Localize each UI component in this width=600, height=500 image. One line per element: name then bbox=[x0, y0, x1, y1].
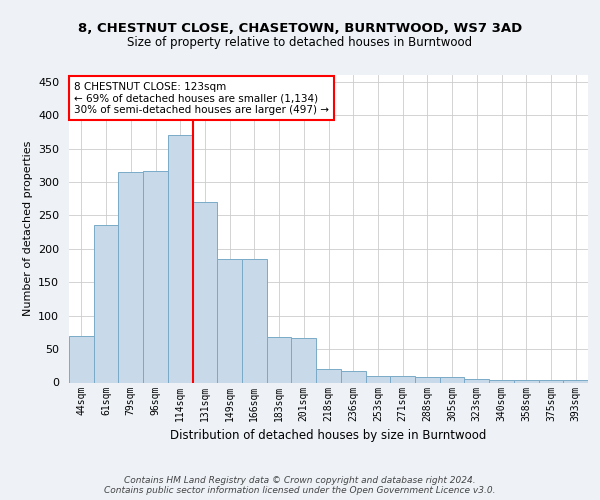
Bar bbox=[440, 377, 464, 382]
Text: 8, CHESTNUT CLOSE, CHASETOWN, BURNTWOOD, WS7 3AD: 8, CHESTNUT CLOSE, CHASETOWN, BURNTWOOD,… bbox=[78, 22, 522, 36]
Text: 8 CHESTNUT CLOSE: 123sqm
← 69% of detached houses are smaller (1,134)
30% of sem: 8 CHESTNUT CLOSE: 123sqm ← 69% of detach… bbox=[74, 82, 329, 115]
Bar bbox=[390, 376, 415, 382]
Bar bbox=[489, 380, 514, 382]
Bar bbox=[143, 170, 168, 382]
Bar bbox=[118, 172, 143, 382]
Bar bbox=[316, 369, 341, 382]
X-axis label: Distribution of detached houses by size in Burntwood: Distribution of detached houses by size … bbox=[170, 429, 487, 442]
Text: Size of property relative to detached houses in Burntwood: Size of property relative to detached ho… bbox=[127, 36, 473, 49]
Bar bbox=[217, 259, 242, 382]
Bar bbox=[514, 380, 539, 382]
Bar bbox=[365, 376, 390, 382]
Bar bbox=[193, 202, 217, 382]
Bar bbox=[94, 226, 118, 382]
Bar bbox=[539, 380, 563, 382]
Bar bbox=[563, 380, 588, 382]
Text: Contains HM Land Registry data © Crown copyright and database right 2024.
Contai: Contains HM Land Registry data © Crown c… bbox=[104, 476, 496, 495]
Bar bbox=[242, 259, 267, 382]
Bar bbox=[415, 377, 440, 382]
Y-axis label: Number of detached properties: Number of detached properties bbox=[23, 141, 32, 316]
Bar bbox=[69, 336, 94, 382]
Bar bbox=[464, 379, 489, 382]
Bar bbox=[292, 338, 316, 382]
Bar bbox=[267, 337, 292, 382]
Bar bbox=[341, 371, 365, 382]
Bar bbox=[168, 135, 193, 382]
